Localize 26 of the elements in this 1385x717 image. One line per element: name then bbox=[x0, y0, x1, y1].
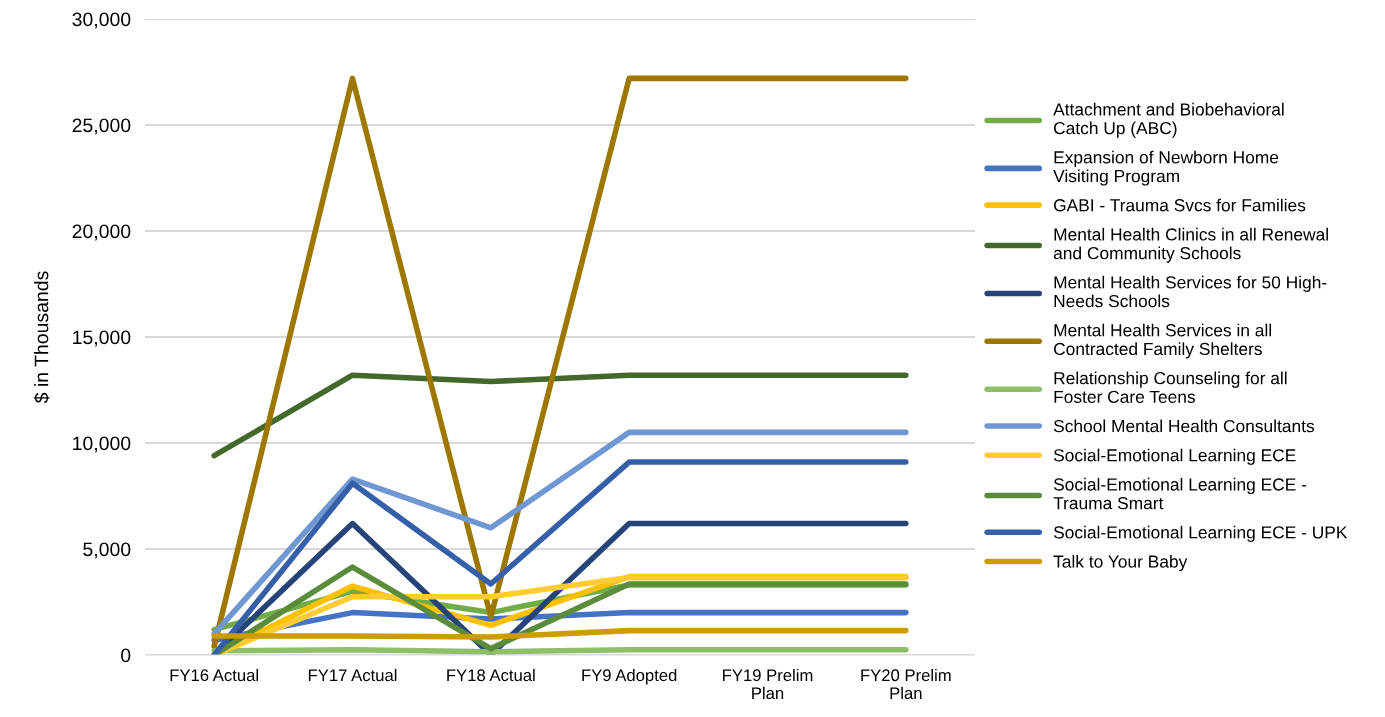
x-tick-label: FY9 Adopted bbox=[582, 668, 677, 685]
y-tick-label: 15,000 bbox=[73, 330, 131, 347]
legend-label: Relationship Counseling for all Foster Care Teens bbox=[1054, 371, 1287, 404]
legend-label: Attachment and Biobehavioral Catch Up (ABC) bbox=[1053, 102, 1284, 138]
y-tick-label: 20,000 bbox=[72, 224, 131, 241]
legend-label: Talk to Your Baby bbox=[1053, 554, 1188, 572]
y-tick-label: 25,000 bbox=[72, 118, 131, 135]
legend-label: School Mental Health Consultants bbox=[1053, 419, 1315, 433]
legend-label: Mental Health Services for 50 High- Needs Schools bbox=[1054, 275, 1327, 308]
y-tick-label: 5,000 bbox=[83, 542, 131, 559]
x-tick-label: FY16 Actual bbox=[170, 668, 258, 682]
x-tick-label: FY20 Prelim Plan bbox=[861, 668, 951, 700]
legend-label: Social-Emotional Learning ECE bbox=[1053, 448, 1296, 465]
legend-label: Mental Health Clinics in all Renewal and Community Schools bbox=[1053, 227, 1328, 263]
y-tick-label: 0 bbox=[121, 648, 131, 663]
legend-label: Social-Emotional Learning ECE - Trauma Smart bbox=[1053, 477, 1307, 510]
x-tick-label: FY17 Actual bbox=[308, 668, 397, 682]
legend-label: Mental Health Services in all Contracted Family Shelters bbox=[1054, 323, 1271, 359]
x-tick-label: FY19 Prelim Plan bbox=[723, 668, 813, 700]
y-tick-label: 30,000 bbox=[72, 12, 131, 29]
x-tick-label: FY18 Actual bbox=[447, 668, 535, 682]
legend-label: Social-Emotional Learning ECE - UPK bbox=[1053, 525, 1348, 542]
y-axis-title: $ in Thousands bbox=[33, 271, 50, 404]
legend-label: Expansion of Newborn Home Visiting Program bbox=[1053, 150, 1279, 186]
y-tick-label: 10,000 bbox=[73, 436, 131, 453]
legend-label: GABI - Trauma Svcs for Families bbox=[1054, 198, 1306, 212]
